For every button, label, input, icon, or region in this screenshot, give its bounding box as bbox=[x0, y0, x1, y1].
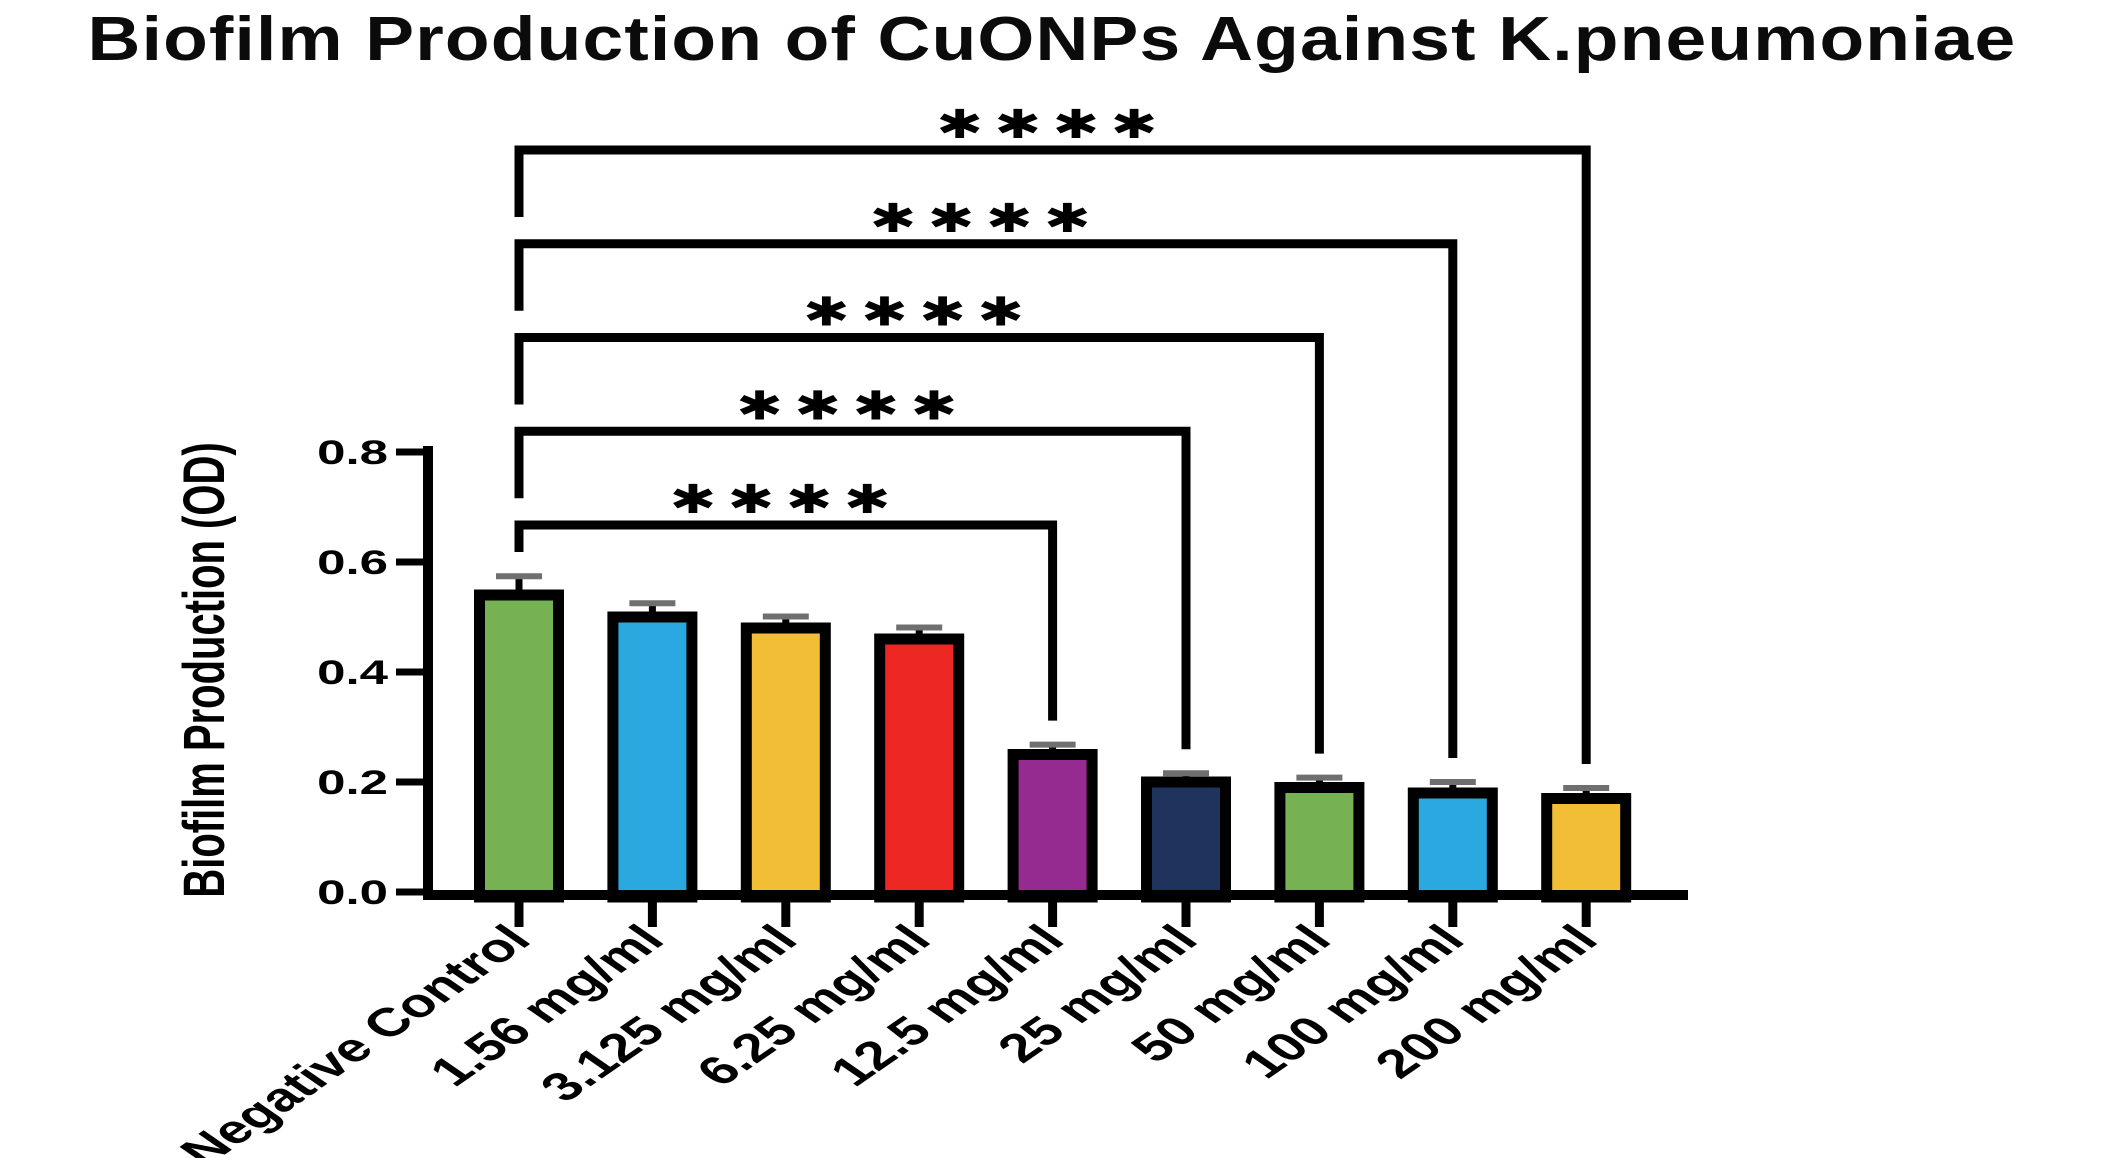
chart-title: Biofilm Production of CuONPs Against K.p… bbox=[87, 5, 2017, 74]
y-axis-tick-label: 0.6 bbox=[317, 544, 388, 582]
significance-stars-50-mg-ml: ✱✱✱✱ bbox=[803, 289, 1035, 335]
bar-50-mg-ml bbox=[1274, 782, 1365, 903]
bar-6.25-mg-ml bbox=[874, 633, 965, 903]
y-axis-title: Biofilm Production (OD) bbox=[172, 442, 237, 897]
y-axis-tick-label: 0.2 bbox=[317, 764, 388, 802]
significance-bracket-50-mg-ml bbox=[514, 333, 1324, 754]
y-axis-tick-label: 0.8 bbox=[317, 434, 388, 472]
bar-25-mg-ml bbox=[1141, 776, 1231, 903]
bar-12.5-mg-ml bbox=[1007, 749, 1098, 903]
bar-100-mg-ml bbox=[1407, 787, 1498, 903]
y-axis-tick-label: 0.4 bbox=[317, 654, 388, 692]
significance-stars-200-mg-ml: ✱✱✱✱ bbox=[936, 102, 1168, 148]
significance-bracket-200-mg-ml bbox=[514, 145, 1591, 765]
significance-bracket-25-mg-ml bbox=[514, 426, 1191, 750]
significance-bracket-12.5-mg-ml bbox=[514, 520, 1058, 721]
bar-negative-control bbox=[474, 589, 564, 903]
significance-stars-25-mg-ml: ✱✱✱✱ bbox=[736, 383, 968, 429]
significance-stars-12.5-mg-ml: ✱✱✱✱ bbox=[670, 477, 902, 523]
significance-bracket-100-mg-ml bbox=[514, 239, 1458, 758]
significance-stars-100-mg-ml: ✱✱✱✱ bbox=[870, 196, 1102, 242]
y-axis-tick-label: 0.0 bbox=[317, 874, 388, 912]
bar-200-mg-ml bbox=[1541, 793, 1632, 903]
bar-3.125-mg-ml bbox=[740, 622, 831, 903]
bar-1.56-mg-ml bbox=[607, 611, 698, 903]
